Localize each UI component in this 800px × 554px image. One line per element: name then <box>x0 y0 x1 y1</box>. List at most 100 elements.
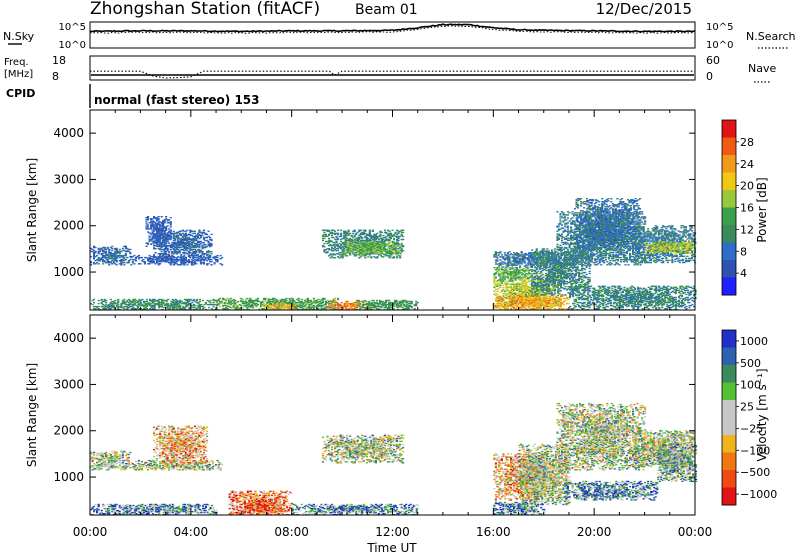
data-cell <box>159 263 161 264</box>
data-cell <box>268 303 270 304</box>
data-cell <box>252 307 254 308</box>
data-cell <box>527 275 529 276</box>
data-cell <box>193 299 195 300</box>
data-cell <box>499 287 501 288</box>
data-cell <box>209 255 211 256</box>
data-cell <box>358 300 360 301</box>
data-cell <box>537 308 539 309</box>
data-cell <box>330 301 332 302</box>
data-cell <box>389 246 391 247</box>
data-cell <box>280 303 282 304</box>
station-title: Zhongshan Station (fitACF) <box>90 0 320 19</box>
data-cell <box>509 256 511 257</box>
data-cell <box>323 232 325 233</box>
data-cell <box>146 246 148 247</box>
data-cell <box>257 298 259 299</box>
data-cell <box>210 300 212 301</box>
data-cell <box>360 230 362 231</box>
data-cell <box>180 254 182 255</box>
data-cell <box>277 303 279 304</box>
data-cell <box>167 257 169 258</box>
data-cell <box>564 300 566 301</box>
data-cell <box>402 239 404 240</box>
data-cell <box>385 232 387 233</box>
data-cell <box>356 254 358 255</box>
data-cell <box>220 255 222 256</box>
data-cell <box>230 298 232 299</box>
data-cell <box>502 280 504 281</box>
data-cell <box>502 299 504 300</box>
data-cell <box>383 242 385 243</box>
data-cell <box>98 306 100 307</box>
data-cell <box>199 301 201 302</box>
data-cell <box>155 256 157 257</box>
data-cell <box>114 300 116 301</box>
data-cell <box>382 235 384 236</box>
data-cell <box>191 302 193 303</box>
data-cell <box>257 304 259 305</box>
data-cell <box>507 308 509 309</box>
data-cell <box>376 300 378 301</box>
data-cell <box>205 302 207 303</box>
data-cell <box>159 245 161 246</box>
data-cell <box>554 308 556 309</box>
data-cell <box>170 233 172 234</box>
data-cell <box>211 259 213 260</box>
data-cell <box>398 240 400 241</box>
data-cell <box>146 299 148 300</box>
data-cell <box>368 301 370 302</box>
data-cell <box>386 249 388 250</box>
data-cell <box>502 289 504 290</box>
data-cell <box>533 288 535 289</box>
data-cell <box>170 235 172 236</box>
data-cell <box>179 305 181 306</box>
data-cell <box>261 301 263 302</box>
data-cell <box>531 284 533 285</box>
data-cell <box>125 246 127 247</box>
data-cell <box>249 298 251 299</box>
data-cell <box>372 230 374 231</box>
data-cell <box>210 302 212 303</box>
data-cell <box>192 257 194 258</box>
data-cell <box>343 251 345 252</box>
data-cell <box>402 232 404 233</box>
data-cell <box>402 250 404 251</box>
data-cell <box>359 303 361 304</box>
data-cell <box>396 300 398 301</box>
data-cell <box>292 298 294 299</box>
data-cell <box>389 231 391 232</box>
data-cell <box>355 302 357 303</box>
data-cell <box>323 238 325 239</box>
data-cell <box>234 300 236 301</box>
cpid-label: CPID <box>6 87 35 100</box>
data-cell <box>347 301 349 302</box>
data-cell <box>501 267 503 268</box>
data-cell <box>242 307 244 308</box>
data-cell <box>349 233 351 234</box>
data-cell <box>512 279 514 280</box>
data-cell <box>221 301 223 302</box>
data-cell <box>354 230 356 231</box>
data-cell <box>322 301 324 302</box>
data-cell <box>540 307 542 308</box>
data-cell <box>498 254 500 255</box>
data-cell <box>348 230 350 231</box>
data-cell <box>237 301 239 302</box>
data-cell <box>146 221 148 222</box>
data-cell <box>384 243 386 244</box>
data-cell <box>567 299 569 300</box>
data-cell <box>507 289 509 290</box>
data-cell <box>386 255 388 256</box>
data-cell <box>365 301 367 302</box>
data-cell <box>531 260 533 261</box>
data-cell <box>332 304 334 305</box>
data-cell <box>337 238 339 239</box>
data-cell <box>383 247 385 248</box>
data-cell <box>376 256 378 257</box>
data-cell <box>530 308 532 309</box>
data-cell <box>129 249 131 250</box>
data-cell <box>208 241 210 242</box>
freq-nave-panel: Freq. [MHz] 18 8 60 0 Nave <box>4 54 776 83</box>
data-cell <box>379 234 381 235</box>
data-cell <box>170 221 172 222</box>
